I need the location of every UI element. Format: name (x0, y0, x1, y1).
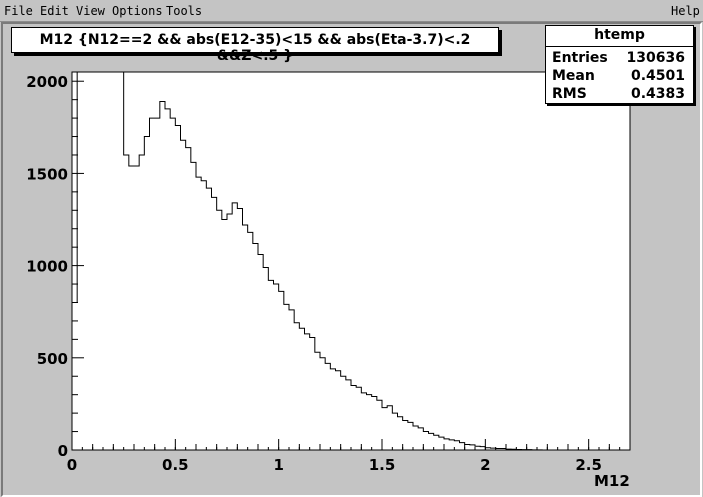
menu-edit[interactable]: Edit (40, 4, 69, 18)
stats-value: 130636 (626, 50, 685, 66)
x-tick-label: 0.5 (162, 456, 189, 474)
stats-box[interactable]: htemp Entries 130636 Mean 0.4501 RMS 0.4… (545, 25, 694, 104)
menu-view[interactable]: View (76, 4, 105, 18)
x-tick-label: 1.5 (369, 456, 396, 474)
x-tick-label: 2.5 (575, 456, 602, 474)
plot-area (71, 71, 631, 451)
x-tick-label: 1 (273, 456, 283, 474)
y-tick-label: 1500 (26, 165, 68, 183)
stats-row-rms: RMS 0.4383 (552, 86, 685, 105)
x-tick-label: 0 (67, 456, 77, 474)
stats-row-entries: Entries 130636 (552, 50, 685, 69)
stats-name: htemp (546, 27, 693, 47)
histogram-line (71, 71, 630, 451)
stats-value: 0.4501 (630, 68, 685, 84)
title-box[interactable]: M12 {N12==2 && abs(E12-35)<15 && abs(Eta… (11, 27, 499, 64)
stats-key: Mean (552, 68, 595, 84)
stats-value: 0.4383 (630, 86, 685, 102)
y-tick-label: 500 (37, 350, 68, 368)
y-tick-label: 1000 (26, 258, 68, 276)
menu-tools[interactable]: Tools (166, 4, 203, 18)
x-tick-label: 2 (480, 456, 490, 474)
menu-options[interactable]: Options (112, 4, 163, 18)
y-tick-label: 0 (58, 442, 68, 460)
stats-row-mean: Mean 0.4501 (552, 68, 685, 87)
histogram-title: M12 {N12==2 && abs(E12-35)<15 && abs(Eta… (39, 32, 471, 64)
stats-key: Entries (552, 50, 608, 66)
menu-help[interactable]: Help (671, 4, 700, 18)
menu-bar: File Edit View Options Tools Help (0, 0, 703, 22)
y-tick-label: 2000 (26, 73, 68, 91)
x-axis-title: M12 (594, 472, 630, 490)
menu-file[interactable]: File (4, 4, 33, 18)
stats-key: RMS (552, 86, 587, 102)
